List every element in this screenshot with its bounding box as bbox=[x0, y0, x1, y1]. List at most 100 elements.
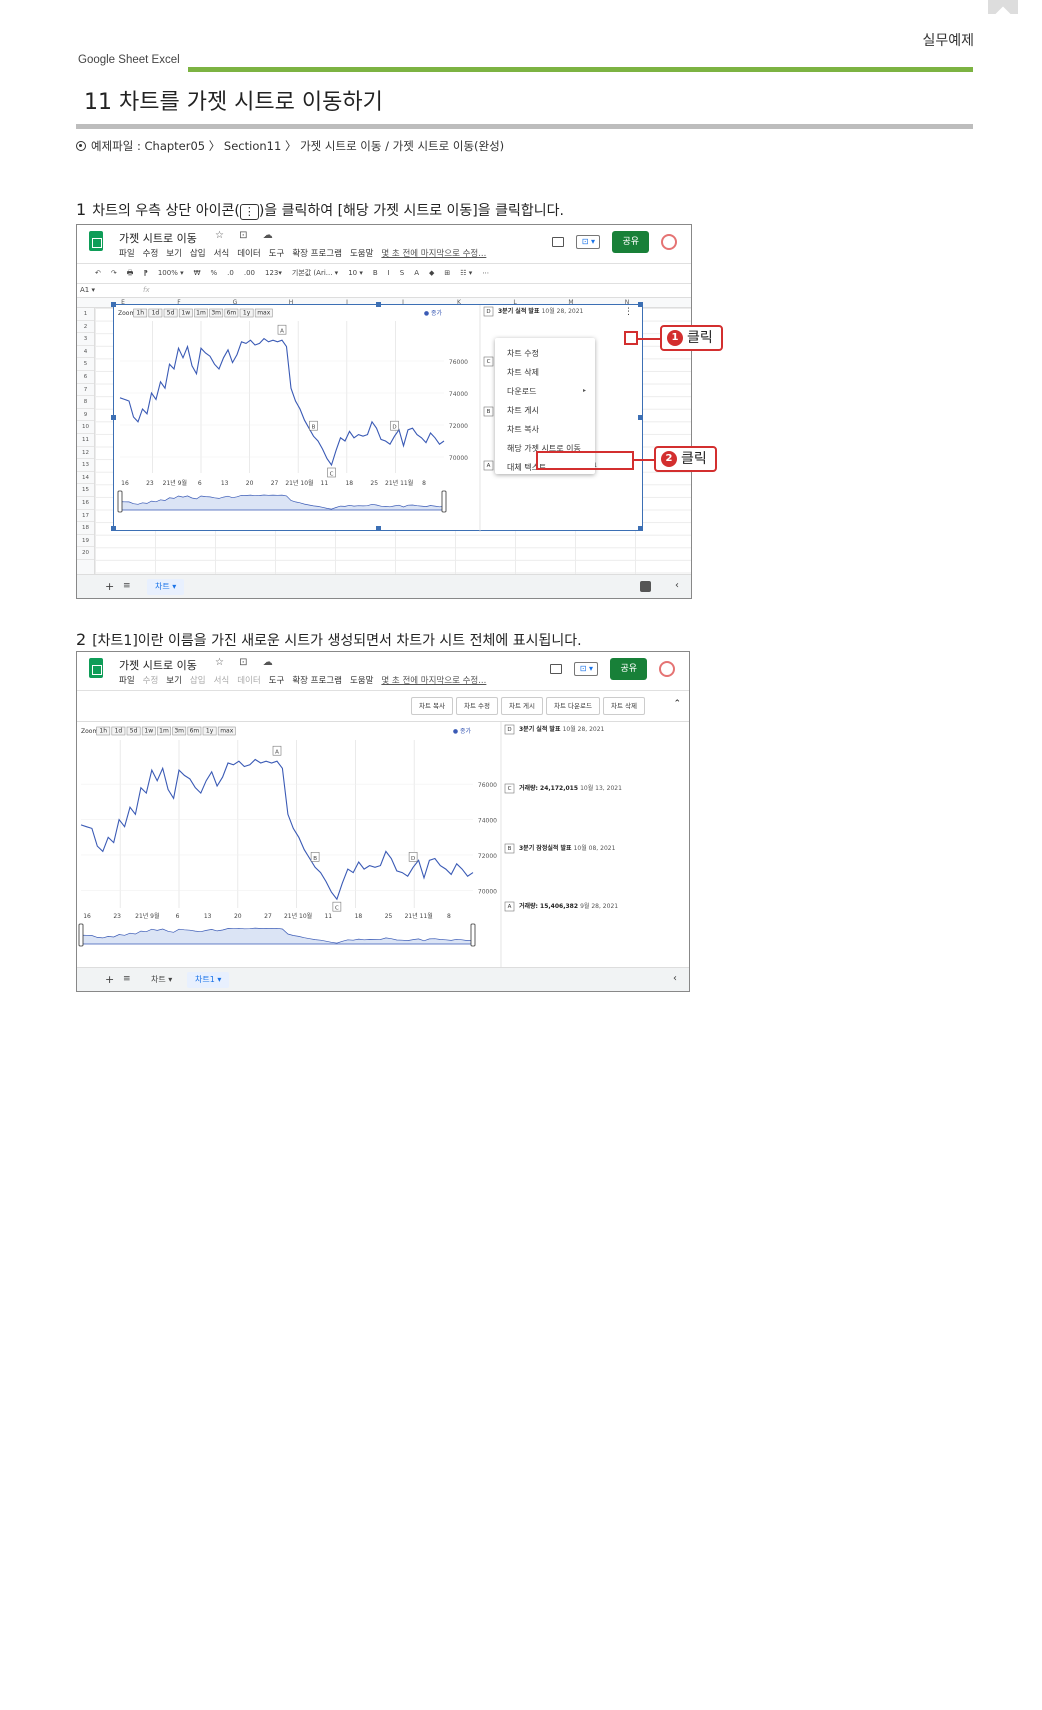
text-color-icon[interactable]: A bbox=[414, 269, 419, 277]
resize-handle[interactable] bbox=[638, 526, 643, 531]
menu-insert[interactable]: 삽입 bbox=[189, 676, 206, 686]
menu-edit[interactable]: 수정 bbox=[142, 676, 159, 686]
menu-help[interactable]: 도움말 bbox=[349, 676, 374, 686]
account-avatar-icon[interactable] bbox=[661, 234, 677, 250]
menu-data[interactable]: 데이터 bbox=[237, 249, 261, 259]
menu-file[interactable]: 파일 bbox=[119, 249, 135, 259]
column-header[interactable]: N bbox=[624, 299, 630, 306]
account-avatar-icon[interactable] bbox=[659, 661, 675, 677]
row-header[interactable]: 16 bbox=[77, 497, 94, 510]
resize-handle[interactable] bbox=[111, 526, 116, 531]
row-header[interactable]: 9 bbox=[77, 409, 94, 422]
menu-file[interactable]: 파일 bbox=[119, 676, 135, 686]
strikethrough-icon[interactable]: S bbox=[399, 269, 405, 277]
menu-edit[interactable]: 수정 bbox=[142, 249, 159, 259]
number-format-select[interactable]: 123▾ bbox=[265, 269, 282, 277]
all-sheets-icon[interactable]: ≡ bbox=[123, 581, 131, 591]
resize-handle[interactable] bbox=[638, 415, 643, 420]
column-header[interactable]: E bbox=[121, 299, 125, 306]
decrease-decimal-icon[interactable]: .0 bbox=[227, 269, 234, 277]
add-sheet-icon[interactable]: + bbox=[105, 580, 115, 593]
row-header[interactable]: 7 bbox=[77, 384, 94, 397]
menu-view[interactable]: 보기 bbox=[166, 249, 182, 259]
collapse-icon[interactable]: ‹ bbox=[673, 973, 677, 984]
menu-view[interactable]: 보기 bbox=[166, 676, 182, 686]
collapse-header-icon[interactable]: ⌃ bbox=[673, 699, 681, 709]
row-header[interactable]: 12 bbox=[77, 447, 94, 460]
last-edit-note[interactable]: 몇 초 전에 마지막으로 수정... bbox=[381, 249, 487, 259]
column-header[interactable]: H bbox=[288, 299, 294, 306]
column-header[interactable]: G bbox=[232, 299, 238, 306]
menu-format[interactable]: 서식 bbox=[213, 676, 230, 686]
doc-title[interactable]: 가젯 시트로 이동 bbox=[119, 232, 197, 245]
italic-icon[interactable]: I bbox=[387, 269, 390, 277]
menu-format[interactable]: 서식 bbox=[213, 249, 230, 259]
row-header[interactable]: 20 bbox=[77, 547, 94, 560]
sheets-logo-icon[interactable] bbox=[89, 658, 103, 678]
share-button[interactable]: 공유 bbox=[612, 231, 649, 253]
column-header[interactable]: M bbox=[568, 299, 574, 306]
chart-kebab-icon[interactable]: ⋮ bbox=[624, 307, 633, 317]
column-header[interactable]: L bbox=[513, 299, 517, 306]
row-header[interactable]: 4 bbox=[77, 346, 94, 359]
resize-handle[interactable] bbox=[376, 302, 381, 307]
menu-item-alt-text[interactable]: 대체 텍스트 bbox=[507, 463, 547, 472]
present-button[interactable]: ⊡ ▾ bbox=[576, 235, 601, 249]
add-sheet-icon[interactable]: + bbox=[105, 973, 115, 986]
present-button[interactable]: ⊡ ▾ bbox=[574, 662, 599, 676]
bold-icon[interactable]: B bbox=[372, 269, 378, 277]
print-icon[interactable]: 🖶 bbox=[126, 269, 134, 277]
row-header[interactable]: 15 bbox=[77, 484, 94, 497]
menu-extensions[interactable]: 확장 프로그램 bbox=[292, 676, 342, 686]
row-header[interactable]: 10 bbox=[77, 421, 94, 434]
sheet-tab-chart[interactable]: 차트 ▾ bbox=[151, 975, 173, 984]
title-icons[interactable]: ☆ ⊡ ☁ bbox=[215, 230, 279, 241]
row-header[interactable]: 19 bbox=[77, 535, 94, 548]
delete-chart-button[interactable]: 차트 삭제 bbox=[603, 697, 645, 715]
row-header[interactable]: 14 bbox=[77, 472, 94, 485]
row-header[interactable]: 1 bbox=[77, 308, 94, 321]
menu-item-download[interactable]: 다운로드 bbox=[507, 387, 537, 396]
menu-item-copy-chart[interactable]: 차트 복사 bbox=[507, 425, 539, 434]
more-icon[interactable]: ⋯ bbox=[482, 269, 490, 277]
column-header[interactable]: K bbox=[457, 299, 461, 306]
menu-extensions[interactable]: 확장 프로그램 bbox=[292, 249, 342, 259]
undo-icon[interactable]: ↶ bbox=[95, 269, 101, 277]
row-header[interactable]: 8 bbox=[77, 396, 94, 409]
menu-item-move-to-own-sheet[interactable]: 해당 가젯 시트로 이동 bbox=[507, 444, 581, 453]
row-header[interactable]: 13 bbox=[77, 459, 94, 472]
sheets-logo-icon[interactable] bbox=[89, 231, 103, 251]
comment-history-icon[interactable] bbox=[552, 237, 565, 247]
menu-item-publish-chart[interactable]: 차트 게시 bbox=[507, 406, 539, 415]
resize-handle[interactable] bbox=[111, 302, 116, 307]
column-header[interactable]: J bbox=[402, 299, 404, 306]
full-sheet-chart[interactable]: Zoom: 1h 1d 5d 1w 1m 3m 6m 1y max ● 종가 76000 74000 72… bbox=[77, 721, 689, 967]
comment-history-icon[interactable] bbox=[550, 664, 563, 674]
resize-handle[interactable] bbox=[111, 415, 116, 420]
redo-icon[interactable]: ↷ bbox=[110, 269, 117, 277]
explore-icon[interactable] bbox=[640, 581, 651, 592]
percent-icon[interactable]: % bbox=[210, 269, 218, 277]
menu-tools[interactable]: 도구 bbox=[268, 249, 285, 259]
publish-chart-button[interactable]: 차트 게시 bbox=[501, 697, 543, 715]
font-size-select[interactable]: 10 ▾ bbox=[348, 269, 363, 277]
menu-insert[interactable]: 삽입 bbox=[189, 249, 206, 259]
title-icons-2[interactable]: ☆ ⊡ ☁ bbox=[215, 657, 279, 668]
share-button[interactable]: 공유 bbox=[610, 658, 647, 680]
last-edit-note[interactable]: 몇 초 전에 마지막으로 수정... bbox=[381, 676, 487, 686]
currency-icon[interactable]: ₩ bbox=[193, 269, 201, 277]
row-header[interactable]: 3 bbox=[77, 333, 94, 346]
column-header[interactable]: F bbox=[177, 299, 181, 306]
menu-help[interactable]: 도움말 bbox=[349, 249, 374, 259]
row-header[interactable]: 5 bbox=[77, 358, 94, 371]
zoom-select[interactable]: 100% ▾ bbox=[157, 269, 184, 277]
name-box[interactable]: A1 ▾ bbox=[80, 286, 95, 294]
font-select[interactable]: 기본값 (Ari... ▾ bbox=[291, 269, 339, 277]
fill-color-icon[interactable]: ◆ bbox=[428, 269, 435, 277]
merge-icon[interactable]: ☷ ▾ bbox=[460, 269, 473, 277]
resize-handle[interactable] bbox=[376, 526, 381, 531]
copy-chart-button[interactable]: 차트 복사 bbox=[411, 697, 453, 715]
all-sheets-icon[interactable]: ≡ bbox=[123, 974, 131, 984]
doc-title-2[interactable]: 가젯 시트로 이동 bbox=[119, 659, 197, 672]
sheet-tab-chart[interactable]: 차트 ▾ bbox=[147, 579, 185, 595]
